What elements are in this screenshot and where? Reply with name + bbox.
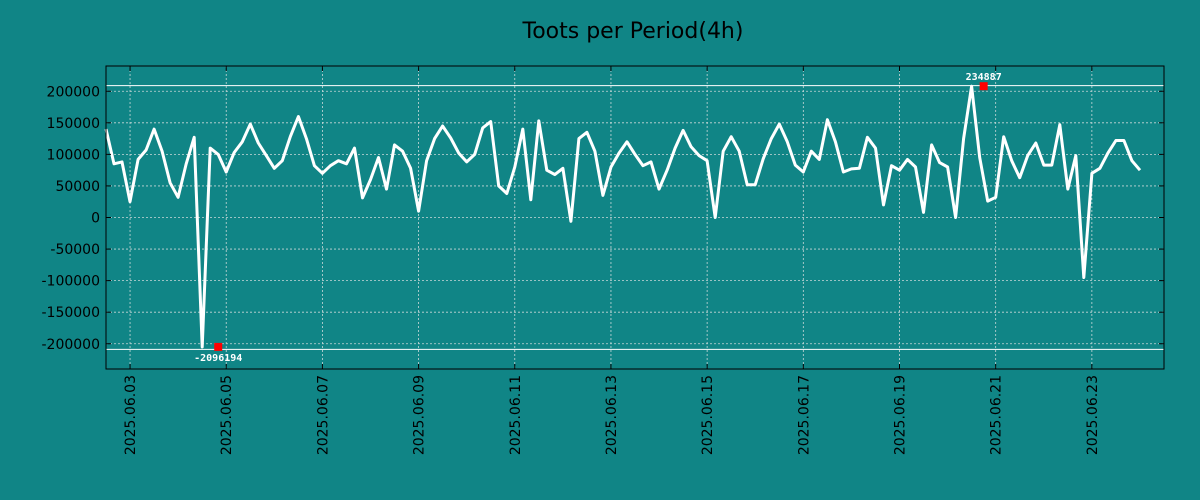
- extreme-marker: [979, 82, 988, 91]
- annotation-label: -2096194: [194, 353, 242, 364]
- y-tick-label: 200000: [47, 84, 100, 100]
- axes: 200000 150000 100000 50000 0 -50000 -100000 -15…: [42, 66, 1164, 455]
- y-tick-label: 100000: [47, 147, 100, 163]
- y-tick-label: 0: [91, 211, 100, 227]
- grid: [106, 66, 1164, 369]
- x-tick-label: 2025.06.13: [604, 375, 620, 455]
- chart-title: Toots per Period(4h): [522, 19, 744, 44]
- y-tick-label: -200000: [42, 337, 101, 353]
- x-tick-label: 2025.06.09: [412, 375, 428, 455]
- reference-lines: [106, 85, 1164, 350]
- annotation-label: 234887: [966, 72, 1002, 83]
- x-tick-label: 2025.06.05: [219, 375, 235, 455]
- series-line: [104, 84, 1142, 349]
- x-tick-label: 2025.06.17: [796, 375, 812, 455]
- y-tick-label: -150000: [42, 305, 101, 321]
- extreme-marker: [214, 342, 223, 351]
- y-tick-label: 50000: [55, 179, 100, 195]
- x-tick-label: 2025.06.07: [315, 375, 331, 455]
- x-tick-label: 2025.06.19: [893, 375, 909, 455]
- x-tick-label: 2025.06.11: [508, 375, 524, 455]
- x-tick-label: 2025.06.03: [123, 375, 139, 455]
- x-tick-label: 2025.06.23: [1085, 375, 1101, 455]
- y-tick-label: -100000: [42, 274, 101, 290]
- markers: 234887 -2096194: [194, 72, 1002, 364]
- x-tick-label: 2025.06.15: [700, 375, 716, 455]
- y-tick-label: -50000: [50, 242, 100, 258]
- y-tick-label: 150000: [47, 116, 100, 132]
- x-tick-label: 2025.06.21: [989, 375, 1005, 455]
- series-line-layer: [104, 84, 1142, 349]
